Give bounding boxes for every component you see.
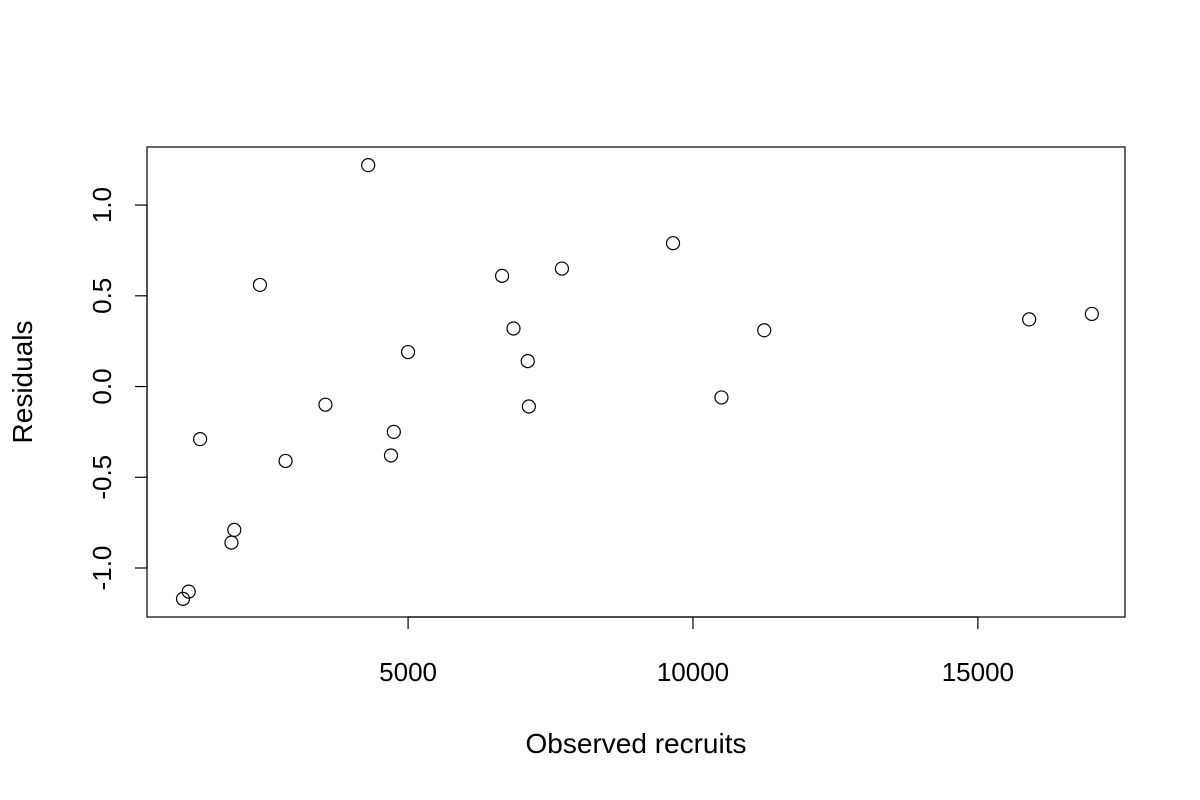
data-point <box>224 535 239 550</box>
data-point <box>278 453 293 469</box>
data-point <box>665 236 681 251</box>
plot-frame <box>146 146 1126 618</box>
data-point <box>1022 312 1037 327</box>
data-point <box>1084 306 1099 322</box>
data-point <box>193 432 208 447</box>
data-point <box>318 397 333 412</box>
data-point <box>520 354 535 369</box>
x-tick-label: 5000 <box>379 657 437 687</box>
data-point <box>383 448 399 463</box>
y-tick-label: 0.5 <box>87 278 117 314</box>
data-point <box>227 522 242 537</box>
data-point <box>175 591 191 606</box>
y-tick-label: 0.0 <box>87 368 117 404</box>
data-point <box>181 584 196 599</box>
x-tick-label: 15000 <box>942 657 1014 687</box>
y-tick-label: -1.0 <box>87 546 117 591</box>
data-point <box>757 323 772 338</box>
data-point <box>554 261 570 276</box>
data-point <box>521 399 536 414</box>
data-point <box>361 158 376 173</box>
data-point <box>386 424 401 440</box>
data-points <box>175 158 1099 606</box>
y-tick-label: 1.0 <box>87 187 117 223</box>
data-point <box>506 321 521 336</box>
x-axis-title: Observed recruits <box>526 728 747 759</box>
data-point <box>494 268 510 283</box>
y-tick-label: -0.5 <box>87 455 117 500</box>
y-axis: -1.0 -0.5 0.0 0.5 1.0 <box>87 187 148 591</box>
x-axis: 5000 10000 15000 <box>379 616 1014 687</box>
y-axis-title: Residuals <box>7 321 38 444</box>
data-point <box>714 390 729 405</box>
data-point <box>252 277 268 293</box>
data-point <box>400 344 416 360</box>
x-tick-label: 10000 <box>657 657 729 687</box>
